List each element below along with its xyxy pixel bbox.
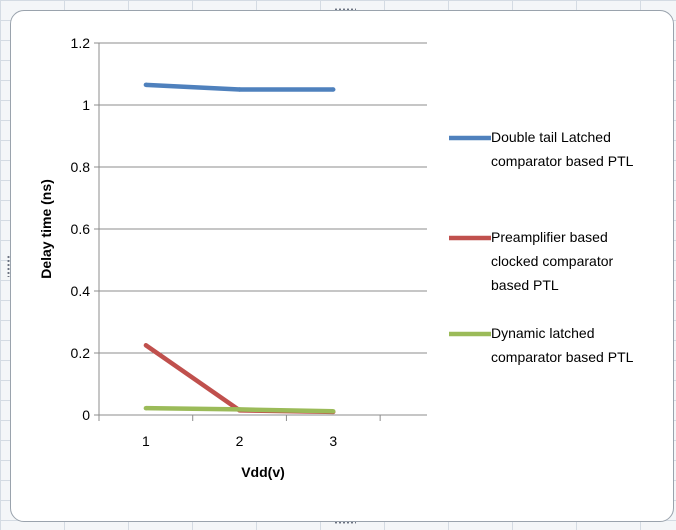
legend-label: Preamplifier based bbox=[491, 229, 608, 245]
x-tick-label: 1 bbox=[142, 433, 150, 449]
legend-label: Dynamic latched bbox=[491, 325, 595, 341]
resize-handle-left[interactable] bbox=[7, 255, 10, 277]
axes bbox=[98, 43, 427, 416]
legend-label: based PTL bbox=[491, 277, 559, 293]
legend-label: Double tail Latched bbox=[491, 129, 611, 145]
y-tick-label: 1.2 bbox=[71, 35, 91, 51]
y-tick-label: 0.2 bbox=[71, 345, 91, 361]
series-lines bbox=[143, 82, 336, 415]
resize-handle-top[interactable] bbox=[334, 8, 356, 11]
y-tick-labels: 0 0.2 0.4 0.6 0.8 1 1.2 bbox=[71, 35, 91, 423]
legend: Double tail Latched comparator based PTL P… bbox=[449, 129, 634, 365]
gridlines bbox=[94, 42, 427, 421]
x-tick-labels: 1 2 3 bbox=[142, 433, 337, 449]
legend-entry: Double tail Latched comparator based PTL bbox=[449, 129, 634, 169]
chart-area[interactable]: 0 0.2 0.4 0.6 0.8 1 1.2 1 2 3 Vdd(v) Delay time … bbox=[10, 10, 674, 522]
x-axis-title: Vdd(v) bbox=[241, 464, 285, 480]
data-point bbox=[143, 82, 149, 88]
legend-entry: Preamplifier based clocked comparator base… bbox=[449, 229, 614, 293]
x-tick-label: 3 bbox=[329, 433, 337, 449]
y-tick-label: 1 bbox=[82, 97, 90, 113]
y-tick-label: 0.6 bbox=[71, 221, 91, 237]
data-point bbox=[143, 405, 149, 411]
data-point bbox=[331, 409, 336, 414]
legend-label: clocked comparator bbox=[491, 253, 614, 269]
y-tick-label: 0.4 bbox=[71, 283, 91, 299]
y-tick-label: 0.8 bbox=[71, 159, 91, 175]
data-point bbox=[237, 87, 242, 92]
x-tick-label: 2 bbox=[236, 433, 244, 449]
resize-handle-bottom[interactable] bbox=[334, 521, 356, 524]
data-point bbox=[331, 87, 336, 92]
data-point bbox=[143, 343, 149, 348]
legend-entry: Dynamic latched comparator based PTL bbox=[449, 325, 634, 365]
y-tick-label: 0 bbox=[82, 407, 90, 423]
legend-label: comparator based PTL bbox=[491, 349, 634, 365]
data-point bbox=[237, 407, 242, 412]
series-line-2 bbox=[144, 343, 334, 415]
line-chart: 0 0.2 0.4 0.6 0.8 1 1.2 1 2 3 Vdd(v) Delay time … bbox=[38, 35, 634, 480]
y-axis-title: Delay time (ns) bbox=[38, 179, 54, 279]
legend-label: comparator based PTL bbox=[491, 153, 634, 169]
